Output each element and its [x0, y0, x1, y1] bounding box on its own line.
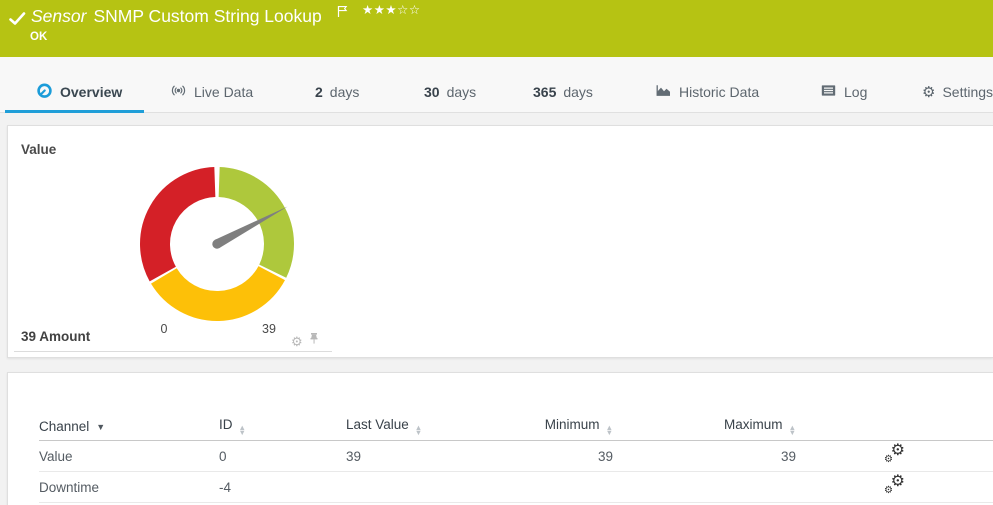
column-header-minimum[interactable]: Minimum ▲ ▼	[496, 417, 613, 437]
stars-empty: ☆☆	[397, 3, 421, 17]
tab-overview-label: Overview	[60, 84, 123, 100]
tab-bar: Overview Live Data 2 days 30 days 365 da…	[0, 57, 993, 113]
cell-minimum: 39	[597, 448, 613, 464]
live-data-icon	[170, 82, 187, 102]
tab-30-days[interactable]: 30 days	[424, 71, 476, 113]
gauge-segment-error	[140, 167, 217, 282]
gear-icon: ⚙	[922, 83, 936, 101]
channel-table-panel: Channel ▼ ID ▲ ▼ Last Value ▲ ▼ Minimum ▲ ▼ Max…	[7, 372, 993, 505]
gauge-footer-divider	[14, 351, 332, 352]
gauge-channel-label: 39 Amount	[21, 329, 91, 344]
historic-data-icon	[655, 82, 672, 102]
column-header-minimum-label: Minimum	[544, 417, 600, 433]
sort-both-icon: ▲ ▼	[788, 423, 796, 437]
tab-historic-data[interactable]: Historic Data	[655, 71, 759, 113]
tab-overview[interactable]: Overview	[36, 71, 122, 113]
tab-2-days[interactable]: 2 days	[315, 71, 359, 113]
column-header-maximum-label: Maximum	[724, 417, 783, 433]
sensor-name: SNMP Custom String Lookup	[93, 6, 322, 26]
gauge-needle	[212, 206, 288, 249]
table-row-downtime: Downtime -4 ⚙ ⚙	[39, 472, 993, 503]
tab-2-days-unit: days	[329, 84, 360, 100]
channel-settings-gears-icon[interactable]: ⚙ ⚙	[884, 473, 905, 496]
sensor-status-badge: OK	[30, 31, 48, 43]
cell-channel: Downtime	[39, 479, 100, 495]
column-header-channel[interactable]: Channel ▼	[39, 419, 219, 434]
priority-stars[interactable]: ★★★☆☆	[362, 2, 421, 17]
active-tab-underline	[5, 110, 144, 113]
tab-settings-label: Settings	[942, 84, 993, 100]
sort-both-icon: ▲ ▼	[238, 423, 246, 437]
column-header-last-value-label: Last Value	[346, 417, 409, 433]
column-header-id-label: ID	[219, 417, 233, 433]
channel-settings-gears-icon[interactable]: ⚙ ⚙	[884, 442, 905, 465]
stars-filled: ★★★	[362, 3, 398, 17]
column-header-channel-label: Channel	[39, 419, 90, 434]
column-header-id[interactable]: ID ▲ ▼	[219, 417, 346, 437]
cell-last-value: 39	[346, 448, 362, 464]
tab-live-data-label: Live Data	[194, 84, 254, 100]
gauge-title: Value	[21, 142, 57, 157]
column-header-maximum[interactable]: Maximum ▲ ▼	[613, 417, 796, 437]
gauge-min-label: 0	[160, 322, 168, 336]
tab-live-data[interactable]: Live Data	[170, 71, 253, 113]
pin-icon[interactable]	[308, 332, 320, 350]
tab-365-days-number: 365	[533, 84, 557, 100]
gauge-toolbar: ⚙	[291, 332, 320, 350]
cell-channel: Value	[39, 448, 73, 464]
status-check-icon	[9, 11, 26, 32]
tab-settings[interactable]: ⚙ Settings	[922, 71, 993, 113]
sort-desc-icon: ▼	[96, 422, 106, 432]
tab-log-label: Log	[844, 84, 868, 100]
gauge-max-label: 39	[262, 322, 276, 336]
tab-365-days-unit: days	[563, 84, 593, 100]
sensor-word: Sensor	[31, 6, 87, 26]
cell-maximum: 39	[780, 448, 796, 464]
cell-id: -4	[219, 479, 232, 495]
cell-id: 0	[219, 448, 227, 464]
gauge-chart	[140, 167, 294, 321]
sort-both-icon: ▲ ▼	[605, 423, 613, 437]
table-row-value: Value 0 39 39 39 ⚙ ⚙	[39, 441, 993, 472]
tab-30-days-unit: days	[446, 84, 477, 100]
channel-table: Channel ▼ ID ▲ ▼ Last Value ▲ ▼ Minimum ▲ ▼ Max…	[39, 413, 993, 503]
priority-flag-icon[interactable]	[337, 5, 348, 23]
tab-30-days-number: 30	[424, 84, 440, 100]
log-icon	[820, 82, 837, 102]
column-header-last-value[interactable]: Last Value ▲ ▼	[346, 417, 496, 437]
gauge-panel: Value 0 39 39 Amount ⚙	[7, 125, 993, 358]
gauge-icon	[36, 82, 53, 102]
gauge-segment-warning	[151, 265, 285, 321]
table-header-row: Channel ▼ ID ▲ ▼ Last Value ▲ ▼ Minimum ▲ ▼ Max…	[39, 413, 993, 441]
sensor-header-bar: Sensor SNMP Custom String Lookup ★★★☆☆ OK	[0, 0, 993, 57]
channel-settings-gear-icon[interactable]: ⚙	[291, 333, 303, 349]
gauge-segment-ok	[217, 167, 294, 278]
tab-log[interactable]: Log	[820, 71, 867, 113]
sort-both-icon: ▲ ▼	[414, 423, 423, 437]
tab-2-days-number: 2	[315, 84, 323, 100]
tab-historic-data-label: Historic Data	[679, 84, 760, 100]
page-title: Sensor SNMP Custom String Lookup	[31, 6, 322, 27]
tab-365-days[interactable]: 365 days	[533, 71, 593, 113]
